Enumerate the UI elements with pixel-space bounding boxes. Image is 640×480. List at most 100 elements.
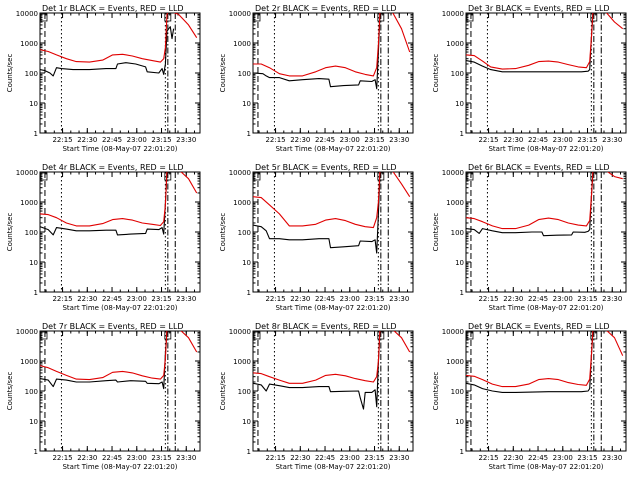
- x-tick-label: 22:30: [290, 136, 310, 144]
- y-tick-label: 100: [451, 229, 464, 237]
- plot-frame: [39, 12, 201, 134]
- start-marker: [466, 331, 474, 340]
- x-tick-label: 23:00: [553, 454, 573, 462]
- events-series-line: [466, 172, 595, 237]
- chart-panel: Det 1r BLACK = Events, RED = LLD 1 10 100 10…: [6, 4, 201, 153]
- y-tick-label: 1000: [233, 358, 251, 366]
- y-tick-label: 10: [455, 100, 464, 108]
- start-marker: [253, 13, 261, 22]
- x-tick-label: 23:00: [553, 136, 573, 144]
- y-tick-label: 10000: [442, 328, 464, 336]
- y-tick-label: 10000: [16, 10, 38, 18]
- x-axis-label: Start Time (08-May-07 22:01:20): [62, 304, 177, 312]
- x-tick-label: 22:30: [290, 454, 310, 462]
- x-axis-label: Start Time (08-May-07 22:01:20): [275, 463, 390, 471]
- y-tick-label: 100: [25, 388, 38, 396]
- y-tick-label: 10: [242, 418, 251, 426]
- y-tick-label: 10000: [16, 169, 38, 177]
- x-tick-label: 23:30: [176, 295, 196, 303]
- x-tick-label: 22:15: [265, 295, 285, 303]
- y-tick-label: 10000: [229, 328, 251, 336]
- x-tick-label: 23:30: [176, 454, 196, 462]
- y-tick-label: 1000: [20, 199, 38, 207]
- y-tick-label: 1: [34, 448, 38, 456]
- y-tick-label: 1: [460, 448, 464, 456]
- y-tick-label: 10000: [442, 10, 464, 18]
- flare-marker: [590, 13, 598, 22]
- y-axis-label: Counts/sec: [6, 213, 14, 252]
- x-tick-label: 23:00: [127, 454, 147, 462]
- events-series-line: [253, 172, 382, 254]
- lld-series-line: [466, 172, 623, 230]
- x-tick-label: 22:30: [503, 136, 523, 144]
- x-tick-label: 23:30: [176, 136, 196, 144]
- y-axis-label: Counts/sec: [219, 54, 227, 93]
- flare-marker: [377, 331, 385, 340]
- panel-title: Det 8r BLACK = Events, RED = LLD: [255, 322, 397, 331]
- x-tick-label: 22:45: [315, 136, 335, 144]
- start-marker: [40, 331, 48, 340]
- lld-series-line: [253, 172, 411, 229]
- panel-title: Det 7r BLACK = Events, RED = LLD: [42, 322, 184, 331]
- x-tick-label: 22:45: [102, 454, 122, 462]
- plot-frame: [465, 12, 627, 134]
- start-marker: [466, 13, 474, 22]
- x-tick-label: 22:45: [528, 454, 548, 462]
- lld-series-line: [40, 13, 198, 63]
- y-tick-label: 1000: [446, 199, 464, 207]
- x-axis-label: Start Time (08-May-07 22:01:20): [488, 463, 603, 471]
- y-tick-label: 10: [29, 259, 38, 267]
- x-tick-label: 23:30: [389, 136, 409, 144]
- chart-panel: Det 9r BLACK = Events, RED = LLD 1 10 100 10…: [432, 322, 627, 471]
- x-tick-label: 23:15: [364, 454, 384, 462]
- panel-title: Det 4r BLACK = Events, RED = LLD: [42, 163, 184, 172]
- y-tick-label: 1: [460, 130, 464, 138]
- y-tick-label: 10: [242, 259, 251, 267]
- x-tick-label: 22:15: [52, 454, 72, 462]
- lld-series-line: [253, 13, 411, 77]
- x-tick-label: 22:30: [290, 295, 310, 303]
- x-tick-label: 23:30: [389, 454, 409, 462]
- start-marker: [253, 331, 261, 340]
- x-tick-label: 22:45: [528, 136, 548, 144]
- y-tick-label: 10000: [16, 328, 38, 336]
- panel-title: Det 3r BLACK = Events, RED = LLD: [468, 4, 610, 13]
- x-tick-label: 23:15: [364, 136, 384, 144]
- plot-frame: [465, 171, 627, 293]
- flare-marker: [590, 172, 598, 181]
- y-tick-label: 10: [29, 100, 38, 108]
- x-tick-label: 22:45: [528, 295, 548, 303]
- chart-panel: Det 8r BLACK = Events, RED = LLD 1 10 100 10…: [219, 322, 414, 471]
- lld-series-line: [466, 331, 624, 388]
- y-tick-label: 10000: [442, 169, 464, 177]
- y-tick-label: 1: [34, 130, 38, 138]
- x-tick-label: 23:00: [127, 136, 147, 144]
- plot-frame: [252, 12, 414, 134]
- x-axis-label: Start Time (08-May-07 22:01:20): [488, 304, 603, 312]
- x-tick-label: 23:15: [364, 295, 384, 303]
- chart-panel: Det 2r BLACK = Events, RED = LLD 1 10 100 10…: [219, 4, 414, 153]
- x-tick-label: 23:15: [577, 295, 597, 303]
- y-axis-label: Counts/sec: [6, 372, 14, 411]
- y-tick-label: 100: [451, 388, 464, 396]
- x-tick-label: 22:30: [77, 136, 97, 144]
- flare-marker: [164, 13, 172, 22]
- x-tick-label: 22:15: [478, 454, 498, 462]
- plot-frame: [39, 171, 201, 293]
- lld-series-line: [40, 331, 198, 381]
- panel-title: Det 1r BLACK = Events, RED = LLD: [42, 4, 184, 13]
- x-tick-label: 22:30: [503, 295, 523, 303]
- chart-panel: Det 5r BLACK = Events, RED = LLD 1 10 100 10…: [219, 163, 414, 312]
- x-tick-label: 22:15: [478, 136, 498, 144]
- y-tick-label: 1: [460, 289, 464, 297]
- x-tick-label: 22:45: [102, 136, 122, 144]
- y-tick-label: 100: [238, 70, 251, 78]
- x-tick-label: 22:15: [265, 454, 285, 462]
- x-tick-label: 23:00: [127, 295, 147, 303]
- x-tick-label: 22:30: [503, 454, 523, 462]
- start-marker: [253, 172, 261, 181]
- y-tick-label: 1000: [233, 199, 251, 207]
- x-tick-label: 23:30: [602, 454, 622, 462]
- y-tick-label: 1000: [446, 358, 464, 366]
- y-tick-label: 1000: [20, 358, 38, 366]
